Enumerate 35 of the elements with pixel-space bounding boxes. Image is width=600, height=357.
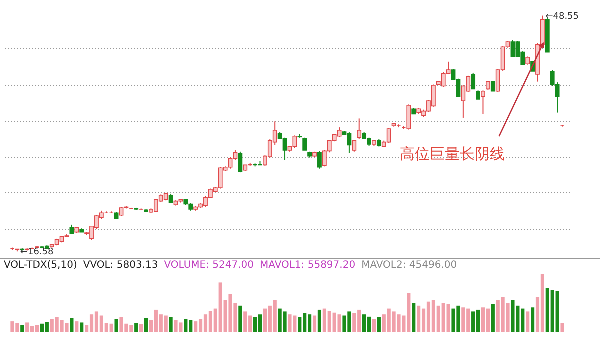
candlestick <box>490 80 496 92</box>
bar <box>238 306 242 332</box>
candlestick <box>318 150 322 170</box>
candlestick <box>238 151 243 174</box>
candlestick <box>302 137 308 151</box>
bar <box>20 325 24 332</box>
annotation: ←16.58 <box>20 248 54 258</box>
bar <box>372 319 376 332</box>
candlestick <box>352 140 357 152</box>
candlestick <box>481 90 486 115</box>
annotation: ←48.55 <box>546 12 580 22</box>
bar <box>114 319 118 332</box>
candlestick <box>471 72 476 90</box>
bar <box>377 318 381 332</box>
bar <box>560 323 564 332</box>
annotation: 高位巨量长阴线 <box>400 145 506 163</box>
text: MAVOL1: 55897.20 <box>260 260 356 271</box>
bar <box>412 303 416 332</box>
text: MAVOL2: 45496.00 <box>362 260 458 271</box>
text: VOLUME: 5247.00 <box>164 260 254 271</box>
bar <box>134 323 138 332</box>
text: VVOL: 5803.13 <box>83 260 158 271</box>
bar <box>530 308 535 332</box>
bar <box>312 316 317 332</box>
candlestick <box>357 118 362 140</box>
bar <box>140 324 144 332</box>
text: VOL-TDX(5,10) <box>4 260 78 271</box>
bar <box>491 304 495 332</box>
bar <box>80 322 84 332</box>
bar <box>144 318 148 332</box>
bar <box>75 322 79 332</box>
bar <box>70 318 74 332</box>
bar <box>526 312 530 332</box>
bar <box>169 318 173 332</box>
bar <box>318 310 322 332</box>
